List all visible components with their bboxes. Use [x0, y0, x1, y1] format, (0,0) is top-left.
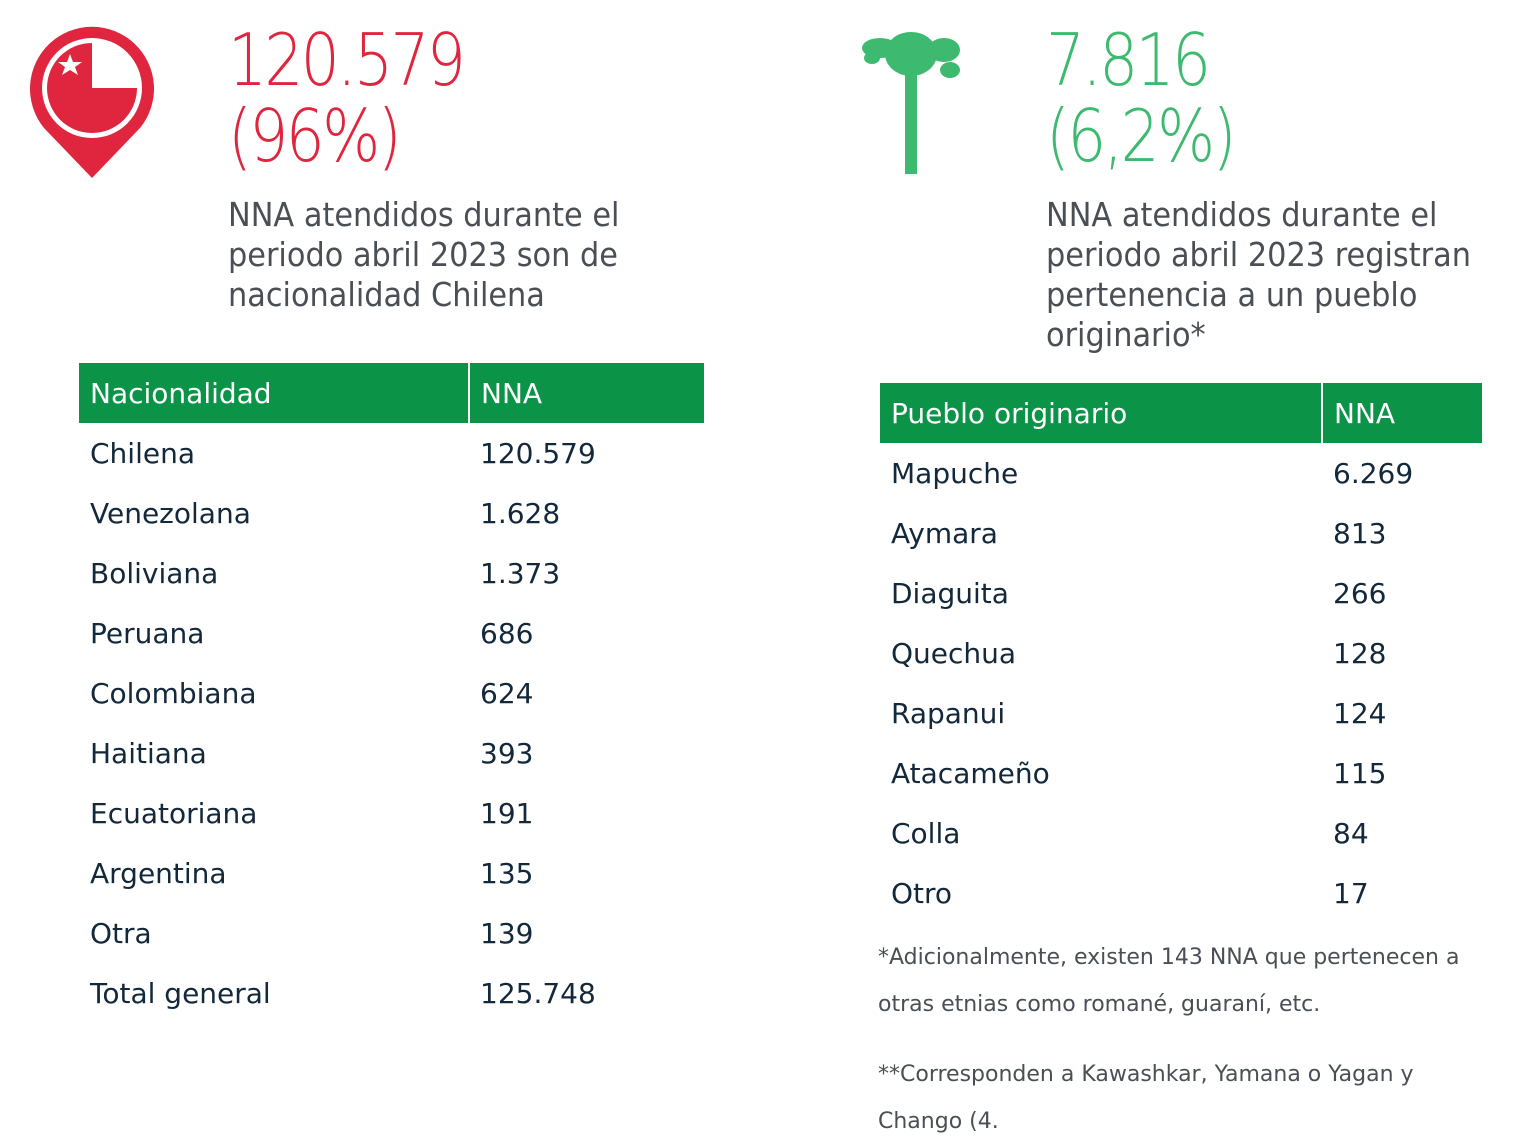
description: NNA atendidos durante el periodo abril 20…	[228, 195, 619, 315]
table-cell: Argentina	[90, 856, 227, 890]
table-row: Diaguita 266	[880, 563, 1482, 623]
stat-number: 120.579	[228, 18, 466, 102]
header-row: Nacionalidad NNA	[79, 363, 704, 423]
table-cell: 139	[480, 916, 534, 950]
table-cell: Quechua	[891, 636, 1017, 670]
table-cell: Haitiana	[90, 736, 207, 770]
footnote-line: Chango (4.	[878, 1109, 999, 1134]
table-cell: 191	[480, 796, 534, 830]
table-cell: Venezolana	[90, 496, 251, 530]
table-row: Peruana 686	[79, 603, 704, 663]
footnote: **Corresponden a Kawashkar, Yamana o Yag…	[878, 1051, 1459, 1145]
table-cell: Otro	[891, 876, 953, 910]
table-row: Boliviana 1.373	[79, 543, 704, 603]
table-row: Aymara 813	[880, 503, 1482, 563]
table-cell: 1.628	[480, 496, 561, 530]
nationality-table: Nacionalidad NNA Chilena 120.579 Venezolana 1…	[79, 363, 704, 1023]
table-cell: 135	[480, 856, 534, 890]
table-cell: Aymara	[891, 516, 998, 550]
table-row: Colla 84	[880, 803, 1482, 863]
table-row: Otro 17	[880, 863, 1482, 923]
description-line: periodo abril 2023 son de	[228, 235, 618, 274]
description-line: nacionalidad Chilena	[228, 275, 545, 314]
stat-percent: (6,2%)	[1046, 94, 1236, 178]
description-line: pertenencia a un pueblo	[1046, 275, 1418, 314]
table-row: Argentina 135	[79, 843, 704, 903]
table-row: Haitiana 393	[79, 723, 704, 783]
table-row: Mapuche 6.269	[880, 443, 1482, 503]
description-line: NNA atendidos durante el	[1046, 195, 1438, 234]
chile-pin-icon	[29, 26, 154, 178]
table-cell: 120.579	[480, 436, 596, 470]
table-cell: 1.373	[480, 556, 561, 590]
table-row: Rapanui 124	[880, 683, 1482, 743]
stat-block: 7.816 (6,2%)	[1046, 18, 1236, 178]
table-cell: 266	[1333, 576, 1387, 610]
footnote-line: *Adicionalmente, existen 143 NNA que per…	[878, 945, 1460, 970]
stat-number: 7.816	[1046, 18, 1211, 102]
table-cell: 813	[1333, 516, 1387, 550]
table-cell: Peruana	[90, 616, 205, 650]
table-cell: Otra	[90, 916, 152, 950]
table-cell: 686	[480, 616, 534, 650]
table-cell: Atacameño	[891, 756, 1050, 790]
table-row: Ecuatoriana 191	[79, 783, 704, 843]
table-cell: Total general	[90, 976, 271, 1010]
header-cell: NNA	[1321, 383, 1482, 443]
footnotes: *Adicionalmente, existen 143 NNA que per…	[878, 934, 1459, 1145]
description-line: NNA atendidos durante el	[228, 195, 620, 234]
table-row: Otra 139	[79, 903, 704, 963]
footnote: *Adicionalmente, existen 143 NNA que per…	[878, 934, 1459, 1028]
table-row: Venezolana 1.628	[79, 483, 704, 543]
table-row: Colombiana 624	[79, 663, 704, 723]
table-cell: Boliviana	[90, 556, 219, 590]
table-cell: 125.748	[480, 976, 596, 1010]
table-cell: 17	[1333, 876, 1369, 910]
table-cell: Diaguita	[891, 576, 1009, 610]
table-row: Atacameño 115	[880, 743, 1482, 803]
table-cell: Colla	[891, 816, 961, 850]
table-row: Chilena 120.579	[79, 423, 704, 483]
table-cell: 6.269	[1333, 456, 1414, 490]
header-cell: Nacionalidad	[79, 363, 469, 423]
table-cell: Ecuatoriana	[90, 796, 258, 830]
table-cell: 393	[480, 736, 534, 770]
stat-block: 120.579 (96%)	[228, 18, 466, 178]
description-line: periodo abril 2023 registran	[1046, 235, 1471, 274]
table-cell: Chilena	[90, 436, 195, 470]
table-cell: 115	[1333, 756, 1387, 790]
table-cell: 124	[1333, 696, 1387, 730]
table-cell: 624	[480, 676, 534, 710]
description: NNA atendidos durante el periodo abril 20…	[1046, 195, 1471, 355]
header-cell: Pueblo originario	[880, 383, 1322, 443]
table-cell: 128	[1333, 636, 1387, 670]
footnote-line: **Corresponden a Kawashkar, Yamana o Yag…	[878, 1062, 1414, 1087]
table-cell: Mapuche	[891, 456, 1019, 490]
table-row: Total general 125.748	[79, 963, 704, 1023]
header-cell: NNA	[468, 363, 704, 423]
table-cell: Colombiana	[90, 676, 257, 710]
araucaria-icon	[862, 32, 960, 174]
table-cell: Rapanui	[891, 696, 1006, 730]
stat-percent: (96%)	[228, 94, 402, 178]
footnote-line: otras etnias como romané, guaraní, etc.	[878, 992, 1321, 1017]
header-row: Pueblo originario NNA	[880, 383, 1482, 443]
pueblo-table: Pueblo originario NNA Mapuche 6.269 Aymara 81…	[880, 383, 1482, 923]
description-line: originario*	[1046, 315, 1206, 354]
table-row: Quechua 128	[880, 623, 1482, 683]
table-cell: 84	[1333, 816, 1369, 850]
